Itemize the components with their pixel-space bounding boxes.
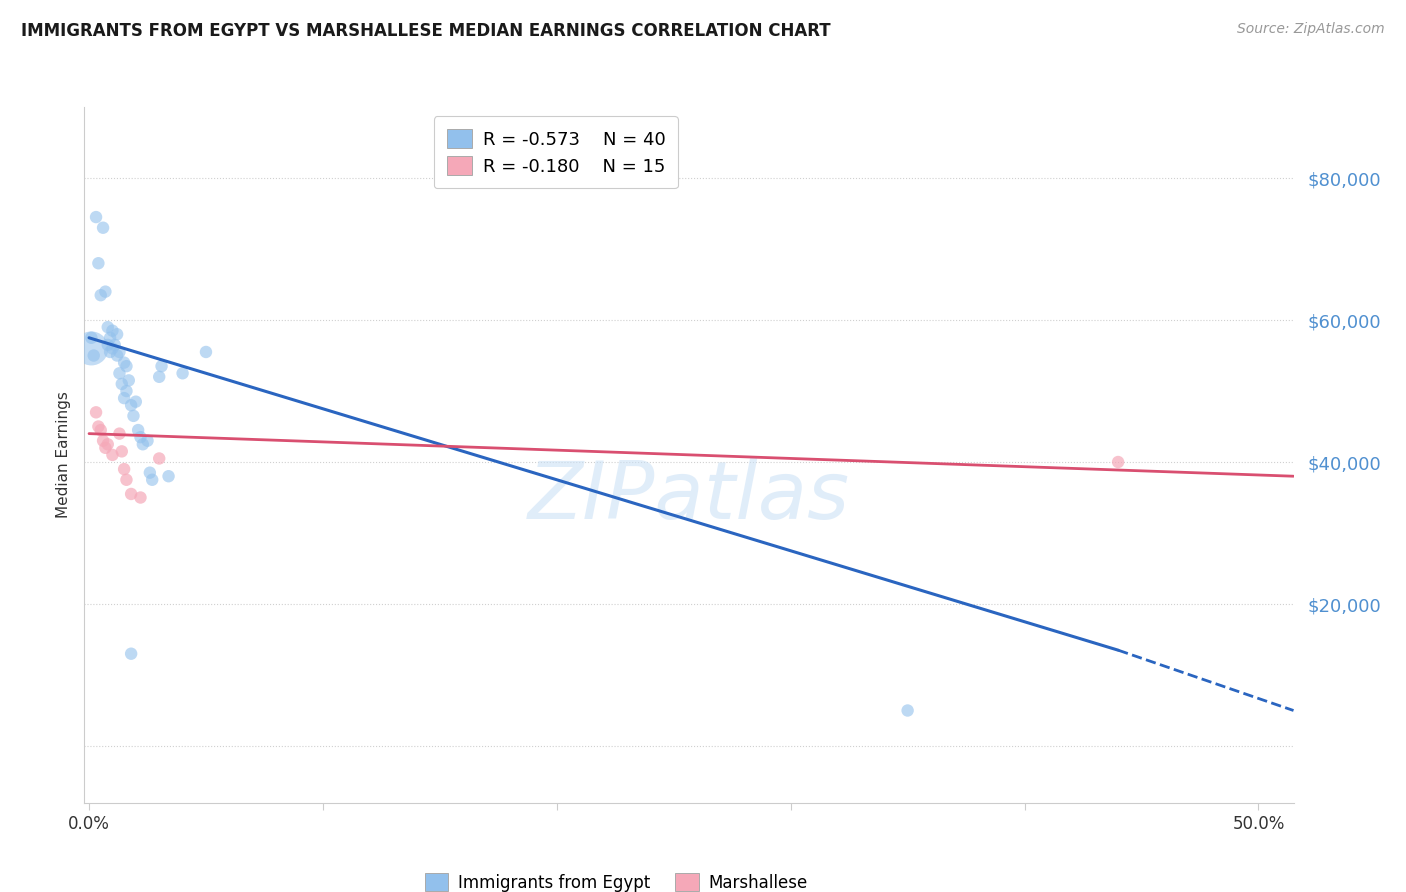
Point (122, 409, 145, 423)
Point (157, 469, 180, 483)
Point (101, 448, 124, 462)
Point (91, 220, 114, 235)
Point (91, 434, 114, 448)
Point (172, 366, 194, 380)
Point (111, 376, 134, 391)
Point (97, 338, 120, 352)
Point (98, 345, 121, 359)
Point (136, 434, 159, 448)
Point (83, 349, 105, 363)
Point (139, 466, 162, 480)
Y-axis label: Median Earnings: Median Earnings (56, 392, 72, 518)
Point (112, 356, 135, 370)
Point (115, 473, 138, 487)
Point (148, 451, 170, 466)
Point (94, 285, 117, 299)
Point (120, 398, 142, 412)
Point (111, 444, 134, 458)
Point (127, 423, 149, 437)
Text: ZIPatlas: ZIPatlas (527, 458, 851, 536)
Point (80, 331, 103, 345)
Point (129, 430, 152, 444)
Point (120, 487, 142, 501)
Point (120, 647, 142, 661)
Point (97, 320, 120, 334)
Point (105, 327, 128, 342)
Point (84, 405, 107, 419)
Point (112, 462, 135, 476)
Point (87, 419, 110, 434)
Point (90, 423, 112, 437)
Point (108, 426, 131, 441)
Point (125, 394, 148, 409)
Point (194, 345, 217, 359)
Point (97, 437, 120, 451)
Point (94, 441, 117, 455)
Point (129, 491, 152, 505)
Point (84, 210, 107, 224)
Point (115, 359, 138, 374)
Point (897, 704, 920, 718)
Legend: Immigrants from Egypt, Marshallese: Immigrants from Egypt, Marshallese (418, 867, 814, 892)
Point (108, 366, 131, 380)
Point (148, 369, 170, 384)
Point (98, 331, 121, 345)
Point (105, 349, 128, 363)
Text: IMMIGRANTS FROM EGYPT VS MARSHALLESE MEDIAN EARNINGS CORRELATION CHART: IMMIGRANTS FROM EGYPT VS MARSHALLESE MED… (21, 22, 831, 40)
Point (90, 288, 112, 302)
Point (101, 342, 124, 356)
Text: Source: ZipAtlas.com: Source: ZipAtlas.com (1237, 22, 1385, 37)
Point (101, 324, 124, 338)
Point (150, 359, 173, 374)
Point (132, 437, 155, 451)
Point (115, 384, 138, 398)
Point (80, 342, 103, 356)
Point (87, 256, 110, 270)
Point (112, 391, 135, 405)
Point (141, 473, 163, 487)
Point (1107, 455, 1129, 469)
Point (118, 373, 141, 387)
Point (108, 345, 131, 359)
Point (104, 338, 127, 352)
